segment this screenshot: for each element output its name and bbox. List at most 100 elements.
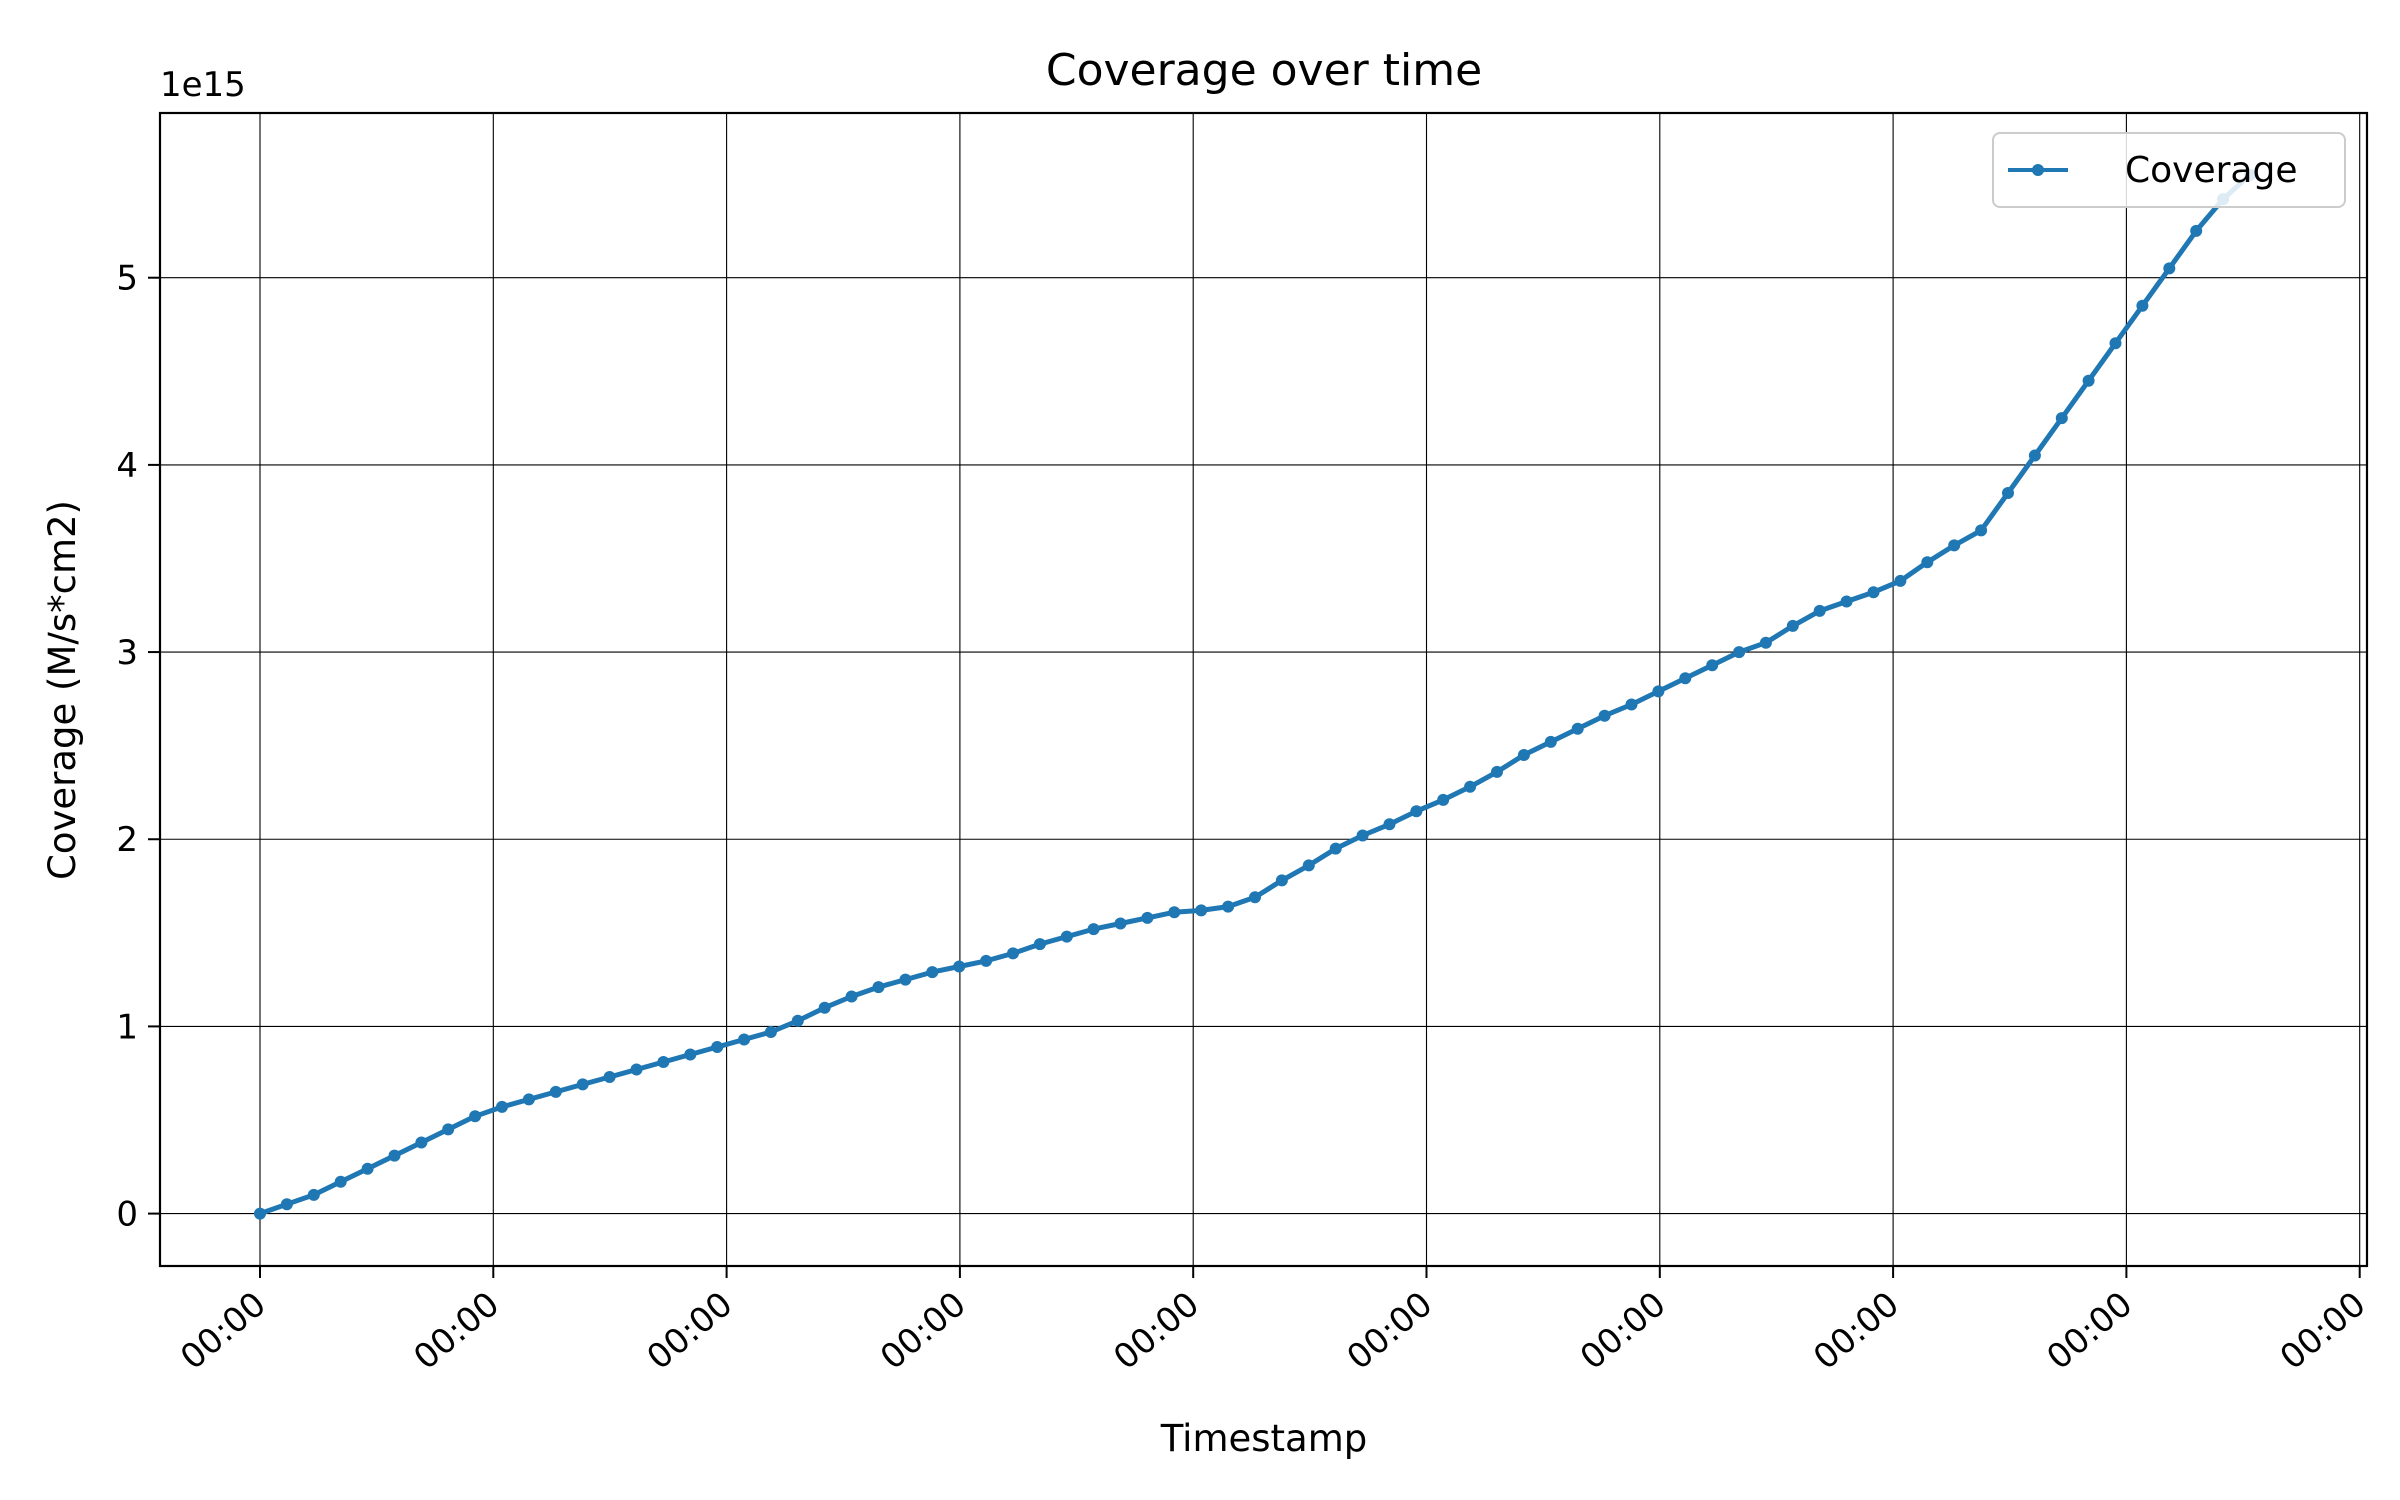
data-point — [1033, 938, 1046, 951]
data-point — [1706, 659, 1719, 672]
axis-ticks: 00:00 00:00 00:00 00:00 00:00 00:00 00:00 00:00… — [116, 259, 2373, 1378]
data-point — [1141, 911, 1154, 924]
data-point — [2082, 374, 2095, 387]
data-point — [522, 1093, 535, 1106]
data-point — [2190, 224, 2203, 237]
data-point — [1894, 574, 1907, 587]
data-point — [1840, 595, 1853, 608]
data-point — [1652, 685, 1665, 698]
data-point — [1786, 619, 1799, 632]
data-point — [1410, 805, 1423, 818]
data-point — [334, 1175, 347, 1188]
data-point — [415, 1136, 428, 1149]
data-point — [469, 1110, 482, 1123]
data-point — [1060, 930, 1073, 943]
chart-title: Coverage over time — [1046, 45, 1482, 96]
data-point — [1195, 904, 1208, 917]
y-axis-offset-label: 1e15 — [160, 65, 246, 105]
x-tick-label: 00:00 — [1806, 1284, 1907, 1378]
data-point — [2136, 299, 2149, 312]
x-tick-label: 00:00 — [1573, 1284, 1674, 1378]
x-tick-label: 00:00 — [1106, 1284, 1207, 1378]
data-point — [764, 1026, 777, 1038]
data-point — [307, 1188, 320, 1201]
legend-box — [1992, 132, 2346, 208]
data-point — [1679, 672, 1692, 685]
data-point — [738, 1033, 751, 1046]
y-axis-title: Coverage (M/s*cm2) — [41, 500, 84, 880]
data-point — [1383, 818, 1396, 831]
x-tick-label: 00:00 — [2039, 1284, 2140, 1378]
data-point — [2109, 337, 2122, 350]
data-point — [1571, 722, 1584, 735]
data-point — [2055, 412, 2068, 425]
data-point — [1302, 859, 1315, 872]
data-point — [280, 1198, 293, 1211]
data-point — [845, 990, 858, 1003]
data-point — [1517, 749, 1530, 761]
data-point — [1598, 709, 1611, 722]
data-point — [1329, 842, 1342, 855]
data-point — [1544, 735, 1557, 748]
data-point — [1975, 524, 1988, 537]
data-point — [1249, 891, 1261, 904]
y-tick-label: 4 — [116, 446, 138, 486]
x-tick-label: 00:00 — [2273, 1284, 2374, 1378]
series-layer — [254, 168, 2256, 1220]
data-point — [1813, 604, 1826, 617]
data-point — [1114, 917, 1127, 930]
data-point — [953, 960, 966, 973]
x-tick-label: 00:00 — [1340, 1284, 1441, 1378]
data-point — [1867, 586, 1880, 599]
x-tick-label: 00:00 — [406, 1284, 507, 1378]
data-point — [254, 1207, 266, 1220]
legend: Coverage — [1992, 132, 2346, 208]
y-tick-label: 5 — [116, 259, 138, 299]
data-point — [791, 1014, 804, 1027]
data-point — [1491, 765, 1503, 778]
data-point — [1087, 923, 1100, 936]
data-point — [576, 1078, 589, 1091]
data-point — [630, 1063, 643, 1076]
data-point — [2002, 487, 2014, 499]
legend-entry-coverage: Coverage — [2125, 150, 2297, 191]
data-point — [1464, 780, 1477, 793]
data-point — [1437, 793, 1450, 806]
x-tick-label: 00:00 — [873, 1284, 974, 1378]
data-point — [1733, 646, 1746, 659]
data-point — [2028, 449, 2041, 462]
data-point — [361, 1162, 374, 1175]
data-point — [1168, 906, 1181, 919]
y-tick-label: 3 — [116, 633, 138, 673]
data-point — [1356, 829, 1369, 842]
data-point — [1222, 900, 1235, 913]
data-point — [603, 1071, 616, 1083]
data-point — [1759, 636, 1772, 649]
data-point — [1007, 947, 1019, 960]
x-axis-title: Timestamp — [1160, 1417, 1368, 1460]
plot-frame — [158, 111, 2369, 1268]
data-point — [1625, 698, 1638, 711]
series-line-coverage — [259, 172, 2252, 1216]
data-point — [1275, 874, 1288, 887]
data-point — [899, 973, 912, 986]
x-tick-label: 00:00 — [640, 1284, 741, 1378]
data-point — [684, 1048, 697, 1061]
data-point — [388, 1149, 401, 1162]
x-tick-label: 00:00 — [173, 1284, 274, 1378]
grid-lines — [160, 113, 2367, 1266]
y-tick-label: 0 — [116, 1195, 138, 1235]
data-point — [872, 981, 885, 994]
data-point — [549, 1085, 562, 1098]
data-point — [711, 1041, 724, 1053]
data-point — [2163, 262, 2176, 275]
y-tick-label: 1 — [116, 1007, 138, 1047]
data-point — [496, 1100, 508, 1113]
data-point — [1921, 556, 1934, 569]
data-point — [442, 1123, 455, 1136]
data-point — [1948, 539, 1961, 552]
data-point — [926, 966, 939, 979]
legend-marker-swatch — [2032, 164, 2044, 176]
